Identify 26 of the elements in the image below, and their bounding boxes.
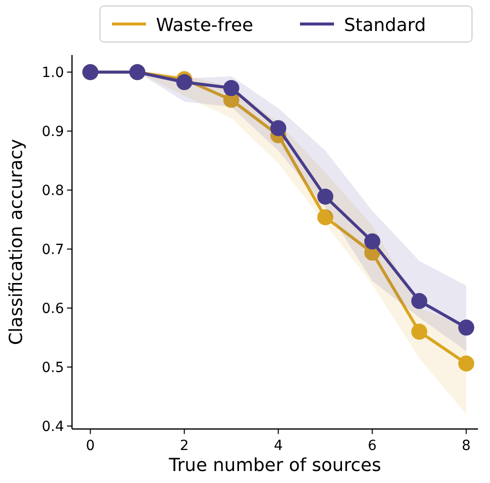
legend-label: Standard <box>344 15 426 36</box>
point <box>317 188 334 205</box>
y-tick-label: 0.8 <box>42 183 64 200</box>
point <box>317 209 334 226</box>
point <box>411 292 428 309</box>
x-tick-label: 8 <box>462 438 471 454</box>
point <box>458 320 474 336</box>
y-tick-label: 0.5 <box>42 360 64 376</box>
point <box>223 80 240 96</box>
y-tick-label: 0.6 <box>42 301 64 318</box>
x-tick-label: 2 <box>180 438 189 454</box>
y-tick-label: 0.9 <box>42 124 64 140</box>
legend-label: Waste-free <box>156 15 254 36</box>
x-tick-label: 6 <box>368 438 377 454</box>
point <box>176 74 192 90</box>
y-tick-label: 1.0 <box>42 65 64 82</box>
point <box>458 356 474 372</box>
y-axis-title: Classification accuracy <box>6 138 27 346</box>
y-tick-label: 0.4 <box>42 419 64 436</box>
point <box>270 120 286 136</box>
y-tick-label: 0.7 <box>42 242 64 258</box>
point <box>411 324 428 340</box>
point <box>364 233 380 250</box>
x-axis-title: True number of sources <box>168 455 382 476</box>
x-tick-label: 4 <box>274 438 283 454</box>
x-tick-label: 0 <box>86 438 95 454</box>
